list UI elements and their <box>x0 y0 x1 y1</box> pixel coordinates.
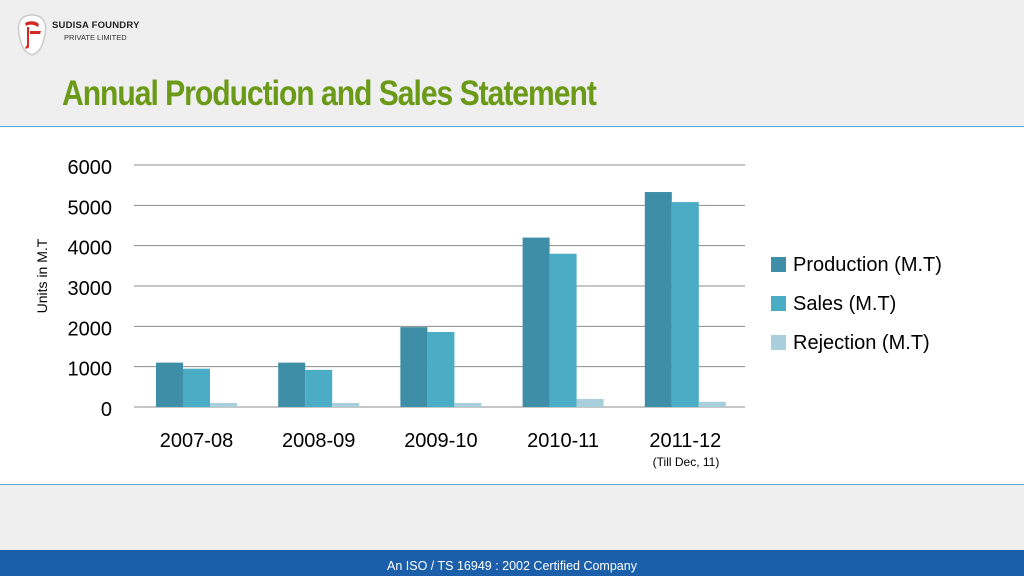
y-tick-label: 1000 <box>68 359 113 381</box>
company-name-block: SUDISA FOUNDRY PRIVATE LIMITED <box>52 21 140 41</box>
bar <box>576 398 604 407</box>
bar <box>278 362 306 407</box>
page-title: Annual Production and Sales Statement <box>62 74 597 113</box>
x-tick-label: 2009-10 <box>404 430 477 452</box>
legend-swatch <box>771 296 786 311</box>
bar <box>698 401 726 407</box>
y-tick-label: 6000 <box>68 157 113 179</box>
bar <box>427 331 455 407</box>
legend-swatch <box>771 257 786 272</box>
legend: Production (M.T) Sales (M.T) Rejection (M.… <box>771 254 942 354</box>
sudisa-logo-icon <box>17 14 47 56</box>
bar <box>332 402 360 407</box>
bar <box>305 369 333 407</box>
legend-label: Rejection (M.T) <box>793 332 930 354</box>
bar <box>549 253 577 407</box>
bar <box>210 402 237 407</box>
header-band: SUDISA FOUNDRY PRIVATE LIMITED Annual Pr… <box>0 0 1024 127</box>
company-subtitle: PRIVATE LIMITED <box>64 32 127 42</box>
footer-bar: An ISO / TS 16949 : 2002 Certified Compa… <box>0 550 1024 576</box>
bar <box>522 237 550 407</box>
x-tick-label: 2008-09 <box>282 430 355 452</box>
bar <box>671 202 699 407</box>
x-tick-label: 2010-11 <box>527 430 599 452</box>
legend-label: Production (M.T) <box>793 254 942 276</box>
bottom-band <box>0 484 1024 551</box>
bar <box>183 368 210 407</box>
y-axis-label: Units in M.T <box>34 238 50 313</box>
company-name: SUDISA FOUNDRY <box>52 20 140 31</box>
x-tick-label: 2011-12 <box>649 430 721 452</box>
bar <box>400 327 428 407</box>
y-tick-label: 4000 <box>68 238 113 260</box>
y-tick-label: 2000 <box>68 318 113 340</box>
y-tick-label: 5000 <box>68 197 113 219</box>
bar-chart: 0 1000 2000 3000 4000 5000 6000 2007-08 2008-09 2… <box>34 157 942 469</box>
x-tick-label: 2007-08 <box>160 430 233 452</box>
y-tick-label: 0 <box>101 399 112 421</box>
y-tick-label: 3000 <box>68 278 113 300</box>
bar <box>644 192 672 407</box>
legend-swatch <box>771 335 786 350</box>
footer-text: An ISO / TS 16949 : 2002 Certified Compa… <box>387 559 637 573</box>
bar <box>156 362 183 407</box>
legend-label: Sales (M.T) <box>793 293 896 315</box>
category-note: (Till Dec, 11) <box>653 455 720 469</box>
bar <box>454 402 482 407</box>
